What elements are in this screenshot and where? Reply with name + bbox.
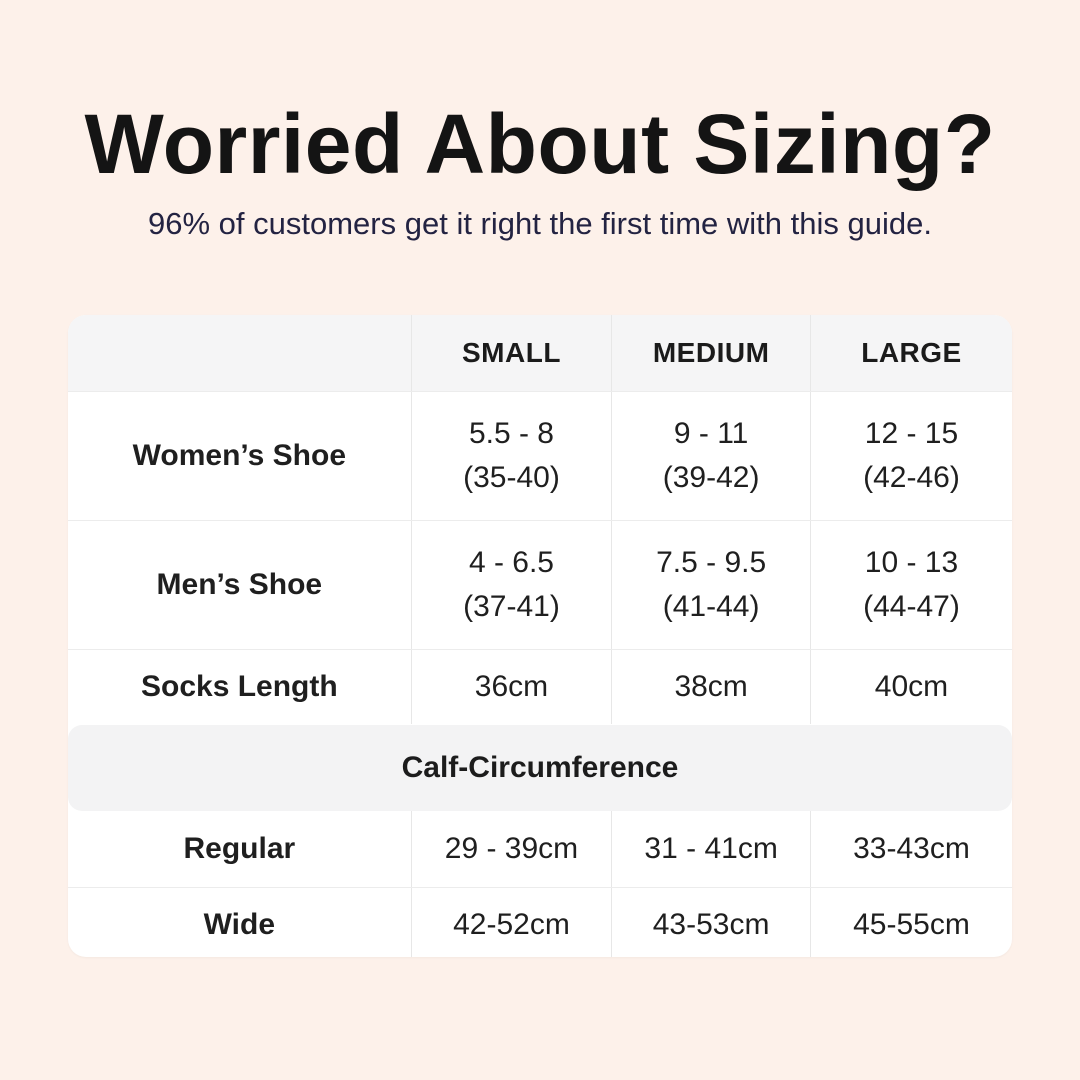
row-label: Women’s Shoe <box>132 439 347 472</box>
column-header-large: LARGE <box>809 315 1012 391</box>
cell-mens-small: 4 - 6.5 (37-41) <box>410 521 612 649</box>
table-row-wide: Wide 42-52cm 43-53cm 45-55cm <box>68 887 1012 957</box>
section-header-calf-circumference: Calf-Circumference <box>68 725 1012 811</box>
table-row-socks-length: Socks Length 36cm 38cm 40cm <box>68 649 1012 724</box>
cell-line: 7.5 - 9.5 <box>656 546 767 579</box>
cell-line: (44-47) <box>863 590 960 623</box>
cell-line: (41-44) <box>662 590 760 623</box>
cell-line: (39-42) <box>662 461 760 494</box>
cell-regular-small: 29 - 39cm <box>410 811 612 887</box>
table-header-row: SMALL MEDIUM LARGE <box>68 315 1012 391</box>
page-title: Worried About Sizing? <box>84 97 996 191</box>
corner-cell <box>68 315 411 391</box>
cell-line: (35-40) <box>463 461 560 494</box>
cell-line: 9 - 11 <box>673 417 749 450</box>
cell-socks-large: 40cm <box>809 650 1012 724</box>
cell-regular-medium: 31 - 41cm <box>611 811 810 887</box>
page-subtitle: 96% of customers get it right the first … <box>148 206 932 241</box>
cell-line: 12 - 15 <box>864 417 959 450</box>
row-label: Socks Length <box>140 670 338 703</box>
cell-wide-small: 42-52cm <box>410 888 612 957</box>
size-table-card: SMALL MEDIUM LARGE Women’s Shoe 5.5 - 8 … <box>68 315 1012 957</box>
cell-mens-large: 10 - 13 (44-47) <box>809 521 1012 649</box>
section-band-wrap: Calf-Circumference <box>68 724 1012 811</box>
cell-line: 10 - 13 <box>864 546 959 579</box>
cell-womens-medium: 9 - 11 (39-42) <box>611 392 810 520</box>
cell-mens-medium: 7.5 - 9.5 (41-44) <box>611 521 810 649</box>
cell-line: 5.5 - 8 <box>468 417 554 450</box>
cell-line: (37-41) <box>463 590 560 623</box>
cell-socks-medium: 38cm <box>611 650 810 724</box>
cell-womens-small: 5.5 - 8 (35-40) <box>410 392 612 520</box>
cell-socks-small: 36cm <box>410 650 612 724</box>
row-label: Regular <box>183 832 296 865</box>
cell-wide-large: 45-55cm <box>809 888 1012 957</box>
cell-wide-medium: 43-53cm <box>611 888 810 957</box>
cell-regular-large: 33-43cm <box>809 811 1012 887</box>
row-label: Men’s Shoe <box>156 568 323 601</box>
column-header-small: SMALL <box>410 315 612 391</box>
column-header-medium: MEDIUM <box>611 315 810 391</box>
cell-womens-large: 12 - 15 (42-46) <box>809 392 1012 520</box>
table-row-mens-shoe: Men’s Shoe 4 - 6.5 (37-41) 7.5 - 9.5 (41… <box>68 520 1012 649</box>
table-row-regular: Regular 29 - 39cm 31 - 41cm 33-43cm <box>68 811 1012 887</box>
cell-line: (42-46) <box>863 461 960 494</box>
row-label: Wide <box>203 908 276 941</box>
table-row-womens-shoe: Women’s Shoe 5.5 - 8 (35-40) 9 - 11 (39-… <box>68 391 1012 520</box>
cell-line: 4 - 6.5 <box>468 546 554 579</box>
